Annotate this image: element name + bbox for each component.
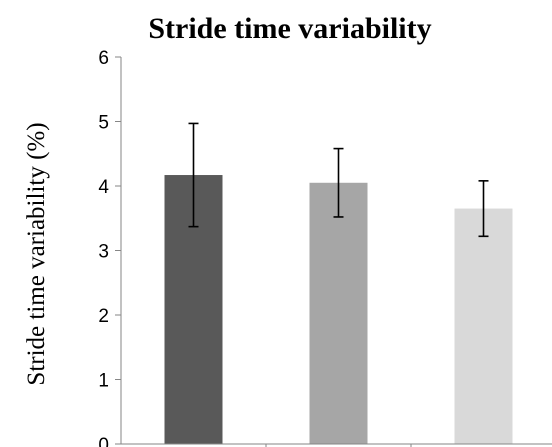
bar — [309, 182, 368, 444]
y-tick-label: 4 — [98, 177, 109, 198]
error-bars-group — [188, 122, 489, 238]
y-axis-label: Stride time variability (%) — [23, 122, 50, 385]
y-axis-ticks: 0 1 2 3 4 5 6 — [98, 48, 121, 447]
bar — [454, 208, 513, 444]
y-tick-label: 6 — [98, 48, 109, 69]
y-tick-label: 1 — [98, 371, 109, 392]
y-tick-label: 0 — [98, 435, 109, 447]
chart-title: Stride time variability — [148, 12, 431, 45]
y-tick-label: 5 — [98, 113, 109, 134]
bars-group — [164, 175, 513, 444]
y-tick-label: 3 — [98, 242, 109, 263]
y-tick-label: 2 — [98, 306, 109, 327]
